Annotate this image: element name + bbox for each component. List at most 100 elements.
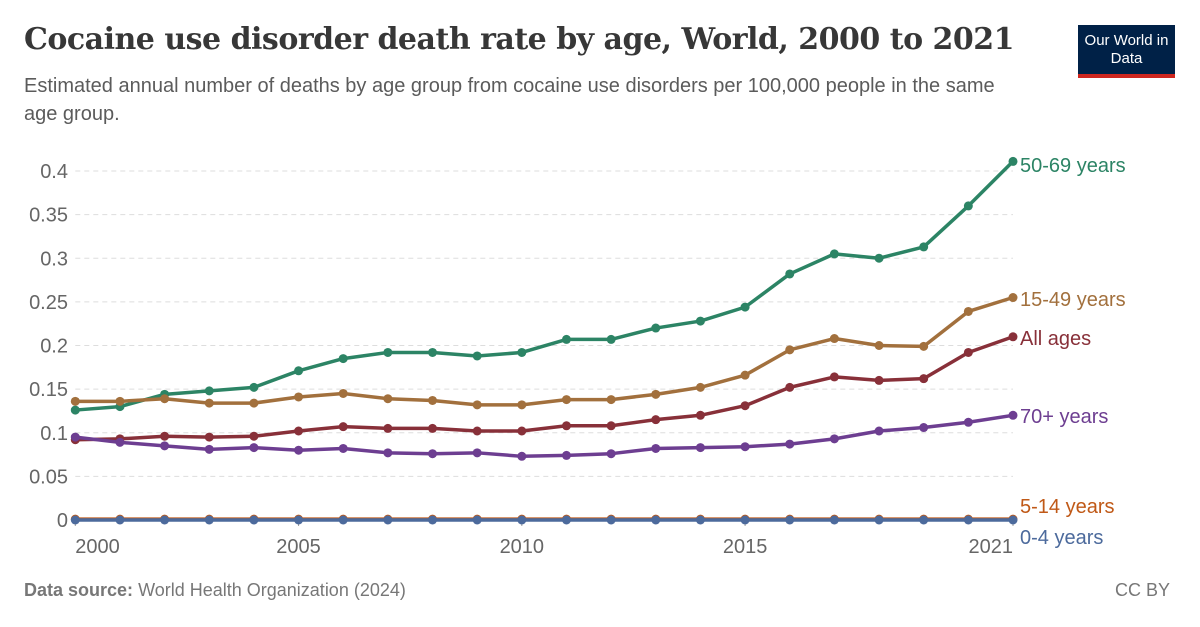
data-point bbox=[204, 515, 214, 525]
data-point bbox=[695, 316, 705, 326]
y-tick-label: 0.1 bbox=[40, 423, 68, 445]
data-point bbox=[963, 515, 973, 525]
data-point bbox=[651, 389, 661, 399]
data-point bbox=[963, 347, 973, 357]
data-point bbox=[1008, 332, 1018, 342]
data-point bbox=[338, 443, 348, 453]
data-point bbox=[249, 382, 259, 392]
data-point bbox=[338, 422, 348, 432]
data-point bbox=[1008, 156, 1018, 166]
data-point bbox=[963, 201, 973, 211]
data-point bbox=[115, 515, 125, 525]
data-point bbox=[740, 515, 750, 525]
data-point bbox=[561, 450, 571, 460]
data-point bbox=[963, 306, 973, 316]
data-point bbox=[829, 372, 839, 382]
data-point bbox=[294, 426, 304, 436]
data-point bbox=[561, 334, 571, 344]
data-point bbox=[383, 423, 393, 433]
data-point bbox=[160, 431, 170, 441]
x-tick-label: 2021 bbox=[969, 536, 1014, 558]
x-tick-label: 2005 bbox=[276, 536, 321, 558]
data-point bbox=[1008, 515, 1018, 525]
data-point bbox=[874, 426, 884, 436]
x-tick-label: 2010 bbox=[500, 536, 545, 558]
license[interactable]: CC BY bbox=[1114, 580, 1170, 600]
data-point bbox=[428, 449, 438, 459]
x-tick-label: 2000 bbox=[75, 536, 120, 558]
data-point bbox=[204, 386, 214, 396]
data-point bbox=[70, 396, 80, 406]
source-label: Data source: bbox=[24, 580, 134, 600]
data-point bbox=[517, 515, 527, 525]
data-point bbox=[160, 515, 170, 525]
data-point bbox=[651, 323, 661, 333]
series-label: All ages bbox=[1020, 328, 1091, 350]
data-point bbox=[472, 426, 482, 436]
series-label: 70+ years bbox=[1020, 406, 1108, 428]
data-point bbox=[204, 432, 214, 442]
series-line-70-years bbox=[75, 413, 1014, 459]
data-point bbox=[383, 515, 393, 525]
series-label: 50-69 years bbox=[1020, 155, 1126, 177]
data-point bbox=[785, 439, 795, 449]
data-point bbox=[294, 392, 304, 402]
y-tick-label: 0.2 bbox=[40, 336, 68, 358]
data-point bbox=[472, 400, 482, 410]
x-tick-label: 2015 bbox=[723, 536, 768, 558]
data-point bbox=[294, 445, 304, 455]
data-point bbox=[919, 515, 929, 525]
y-tick-label: 0.4 bbox=[40, 161, 68, 183]
chart-title: Cocaine use disorder death rate by age, … bbox=[24, 22, 1015, 57]
data-point bbox=[740, 302, 750, 312]
y-tick-label: 0 bbox=[57, 510, 68, 532]
series-line-50-69-years bbox=[75, 160, 1015, 412]
data-point bbox=[517, 426, 527, 436]
data-point bbox=[740, 442, 750, 452]
data-point bbox=[919, 374, 929, 384]
data-point bbox=[428, 423, 438, 433]
data-point bbox=[428, 395, 438, 405]
data-point bbox=[561, 395, 571, 405]
data-point bbox=[695, 410, 705, 420]
owid-logo[interactable]: Our World in Data bbox=[1078, 25, 1175, 78]
data-point bbox=[383, 394, 393, 404]
data-point bbox=[785, 269, 795, 279]
data-point bbox=[472, 448, 482, 458]
data-point bbox=[606, 449, 616, 459]
data-point bbox=[874, 341, 884, 350]
data-point bbox=[695, 382, 705, 392]
source-text[interactable]: World Health Organization (2024) bbox=[138, 580, 406, 600]
y-tick-label: 0.3 bbox=[40, 248, 68, 270]
data-point bbox=[1008, 293, 1018, 303]
data-point bbox=[829, 434, 839, 444]
data-point bbox=[963, 417, 973, 427]
data-point bbox=[115, 396, 125, 406]
data-point bbox=[695, 443, 705, 453]
data-point bbox=[383, 448, 393, 458]
data-point bbox=[740, 370, 750, 380]
y-tick-label: 0.25 bbox=[29, 292, 68, 314]
data-point bbox=[517, 347, 527, 357]
data-point bbox=[919, 242, 929, 252]
data-point bbox=[70, 432, 80, 442]
data-point bbox=[874, 375, 884, 385]
series-label: 0-4 years bbox=[1020, 527, 1103, 549]
data-point bbox=[651, 443, 661, 453]
data-point bbox=[785, 515, 795, 525]
data-point bbox=[561, 515, 571, 525]
data-point bbox=[70, 515, 80, 525]
data-point bbox=[874, 253, 884, 263]
data-point bbox=[472, 351, 482, 361]
data-point bbox=[338, 354, 348, 364]
series-line-15-49-years bbox=[75, 295, 1014, 407]
chart-subtitle: Estimated annual number of deaths by age… bbox=[24, 75, 995, 125]
series-line-all-ages bbox=[75, 335, 1014, 442]
data-point bbox=[249, 443, 259, 453]
data-point bbox=[517, 400, 527, 410]
data-point bbox=[919, 341, 929, 351]
data-point bbox=[829, 515, 839, 525]
y-tick-label: 0.15 bbox=[29, 379, 68, 401]
